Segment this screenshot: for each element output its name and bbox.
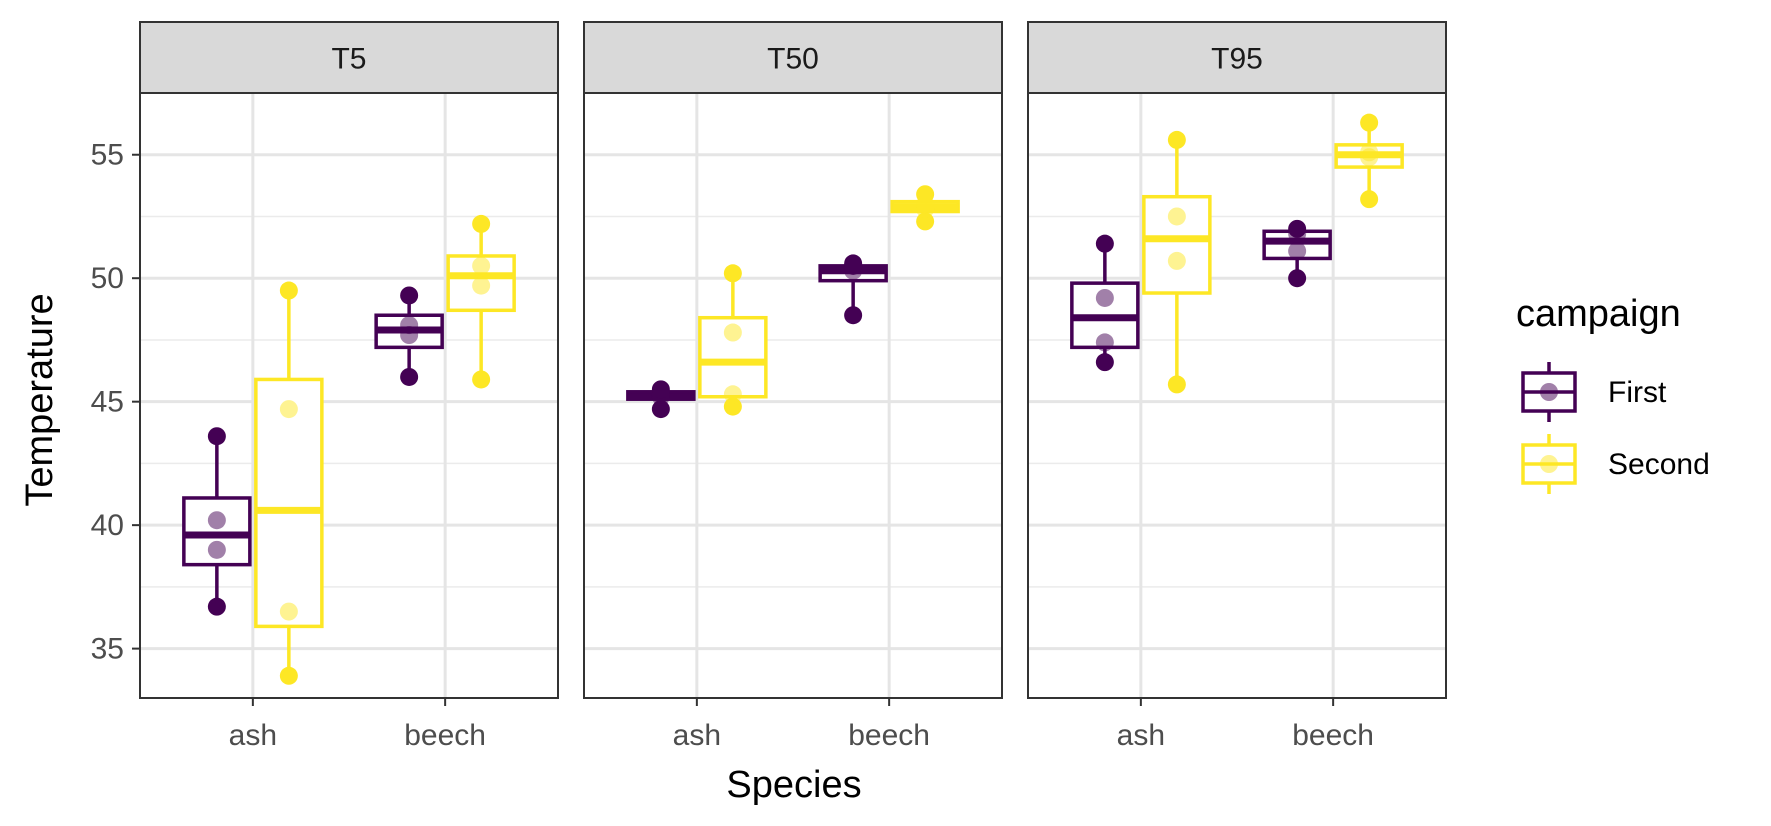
boxplot-beech-second <box>1334 113 1404 209</box>
data-point <box>916 212 935 231</box>
boxplot-beech-second <box>446 214 516 389</box>
facet-strip <box>139 21 559 94</box>
data-point <box>1167 130 1186 149</box>
panel-border <box>583 92 1003 699</box>
legend-key-point <box>1540 383 1558 401</box>
x-tick-label: beech <box>848 719 930 752</box>
boxplot-ash-second <box>254 281 324 685</box>
facet-strip <box>583 21 1003 94</box>
data-point <box>472 214 491 233</box>
data-point <box>1095 333 1114 352</box>
data-point <box>1360 190 1379 209</box>
facet-strip <box>1027 21 1447 94</box>
boxplot-beech-second <box>890 185 960 231</box>
panel-border <box>1027 92 1447 699</box>
facet-strip-label: T50 <box>767 43 819 76</box>
boxplot-beech-first <box>1262 219 1332 288</box>
boxplot-ash-first <box>182 427 252 616</box>
data-point <box>207 597 226 616</box>
x-tick-label: ash <box>1117 719 1165 752</box>
legend-label: First <box>1608 376 1667 409</box>
data-point <box>279 602 298 621</box>
data-point <box>1167 207 1186 226</box>
boxplot-beech-first <box>818 254 888 325</box>
boxplot-ash-second <box>698 264 768 416</box>
y-tick-label: 40 <box>91 509 124 542</box>
data-point <box>1288 242 1307 261</box>
data-point <box>651 380 670 399</box>
boxplot-ash-first <box>1070 234 1140 372</box>
boxplot-ash-first <box>626 380 696 419</box>
data-point <box>400 367 419 386</box>
legend-label: Second <box>1608 448 1710 481</box>
data-point <box>1095 234 1114 253</box>
data-point <box>916 185 935 204</box>
data-point <box>1095 353 1114 372</box>
facet-strip-label: T95 <box>1211 43 1263 76</box>
data-point <box>723 397 742 416</box>
data-point <box>207 511 226 530</box>
data-point <box>844 306 863 325</box>
data-point <box>1360 143 1379 162</box>
facet-panel-t50: T50 ash beech <box>583 21 1003 752</box>
facet-strip-label: T5 <box>331 43 366 76</box>
x-tick-label: ash <box>229 719 277 752</box>
data-point <box>1288 269 1307 288</box>
data-point <box>1360 113 1379 132</box>
x-tick-label: beech <box>1292 719 1374 752</box>
data-point <box>207 540 226 559</box>
data-point <box>400 286 419 305</box>
facet-panel-t95: T95 ash beech <box>1027 21 1447 752</box>
facet-panels: T5 ash beech T50 ash beech T95 ash beech <box>139 21 1447 752</box>
y-tick-label: 50 <box>91 262 124 295</box>
data-point <box>1167 251 1186 270</box>
legend: campaign First Second <box>1516 293 1710 494</box>
x-tick-label: beech <box>404 719 486 752</box>
y-tick-label: 45 <box>91 386 124 419</box>
data-point <box>651 400 670 419</box>
data-point <box>723 264 742 283</box>
boxplot-ash-second <box>1142 130 1212 394</box>
data-point <box>400 316 419 335</box>
data-point <box>1288 219 1307 238</box>
x-axis-title: Species <box>726 764 861 806</box>
y-tick-label: 55 <box>91 139 124 172</box>
data-point <box>279 666 298 685</box>
box <box>182 496 252 567</box>
data-point <box>472 370 491 389</box>
box <box>254 377 324 629</box>
data-point <box>723 323 742 342</box>
data-point <box>207 427 226 446</box>
x-tick-label: ash <box>673 719 721 752</box>
legend-key-point <box>1540 455 1558 473</box>
data-point <box>723 385 742 404</box>
data-point <box>279 400 298 419</box>
panel-background <box>140 93 558 698</box>
legend-title: campaign <box>1516 293 1681 335</box>
data-point <box>279 281 298 300</box>
boxplot-beech-first <box>374 286 444 386</box>
facet-panel-t5: T5 ash beech <box>139 21 559 752</box>
data-point <box>844 254 863 273</box>
panel-background <box>1028 93 1446 698</box>
y-axis: 35 40 45 50 55 <box>91 139 140 666</box>
legend-entry-second: Second <box>1521 434 1710 494</box>
data-point <box>1095 288 1114 307</box>
legend-entry-first: First <box>1521 362 1667 422</box>
y-tick-label: 35 <box>91 633 124 666</box>
y-axis-title: Temperature <box>19 293 61 506</box>
data-point <box>472 276 491 295</box>
data-point <box>472 256 491 275</box>
data-point <box>1167 375 1186 394</box>
panel-border <box>139 92 559 699</box>
